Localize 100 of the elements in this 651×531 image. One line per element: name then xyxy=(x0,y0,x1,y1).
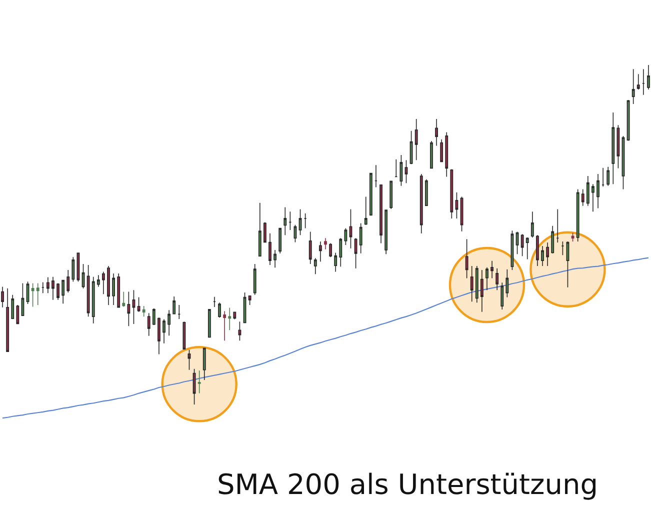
candlestick xyxy=(324,238,327,250)
candlestick xyxy=(147,312,150,336)
candlestick xyxy=(410,130,413,165)
candlestick xyxy=(137,296,140,312)
candlestick xyxy=(520,234,524,257)
candlestick xyxy=(334,252,338,272)
candlestick xyxy=(288,211,292,230)
candlestick xyxy=(52,276,54,300)
candlestick xyxy=(62,280,65,304)
candlestick xyxy=(394,158,398,178)
candlestick xyxy=(616,124,620,169)
candlestick xyxy=(192,368,196,405)
text: SMA 200 als Unterstützung xyxy=(217,468,598,501)
candlestick xyxy=(127,291,130,326)
candlestick xyxy=(318,241,322,262)
candlestick xyxy=(647,64,650,90)
candlestick xyxy=(86,264,90,317)
candlestick xyxy=(132,290,136,324)
candlestick xyxy=(490,260,494,279)
candlestick xyxy=(551,226,554,254)
candlestick xyxy=(41,282,44,294)
candlestick xyxy=(102,271,105,295)
candlestick xyxy=(390,180,393,210)
candlestick xyxy=(359,222,362,254)
candlestick xyxy=(626,100,630,142)
candlestick xyxy=(642,68,645,96)
candlestick xyxy=(581,188,584,206)
candlestick xyxy=(349,208,352,249)
candlestick xyxy=(380,184,382,244)
candlestick xyxy=(506,268,509,298)
candlestick xyxy=(486,266,488,290)
candlestick xyxy=(414,118,418,160)
candlestick xyxy=(424,179,428,206)
candlestick xyxy=(72,256,75,282)
candlestick xyxy=(278,228,282,254)
candlestick xyxy=(233,311,236,320)
candlestick xyxy=(304,212,307,229)
candlestick xyxy=(374,164,378,188)
candlestick xyxy=(107,266,110,306)
candlestick xyxy=(576,188,580,242)
candlestick xyxy=(66,270,70,293)
candlestick xyxy=(308,231,312,264)
candlestick xyxy=(536,234,539,266)
candlestick xyxy=(384,210,388,254)
candlestick xyxy=(602,167,605,187)
candlestick xyxy=(369,172,372,216)
candlestick xyxy=(632,68,635,104)
candlestick xyxy=(561,241,564,256)
candlestick xyxy=(546,242,550,266)
candlestick xyxy=(96,274,100,288)
candlestick xyxy=(1,286,4,308)
candlestick xyxy=(530,211,534,238)
candlestick xyxy=(404,160,408,184)
candlestick xyxy=(258,202,262,257)
candlestick xyxy=(430,140,433,169)
candlestick xyxy=(329,242,332,258)
candlestick xyxy=(526,237,529,260)
candlestick xyxy=(571,232,574,242)
candlestick xyxy=(208,308,211,338)
candlestick xyxy=(112,273,116,306)
candlestick xyxy=(470,266,474,302)
candlestick xyxy=(566,241,570,288)
candlestick xyxy=(440,138,444,162)
candlestick xyxy=(11,294,14,320)
candlestick xyxy=(228,307,232,331)
candlestick xyxy=(117,273,120,308)
candlestick xyxy=(168,310,171,336)
candlestick xyxy=(455,192,458,219)
candlestick xyxy=(178,304,181,320)
candlestick xyxy=(6,288,10,352)
candlestick xyxy=(198,370,201,394)
candlestick xyxy=(31,282,34,308)
candlestick xyxy=(182,321,186,350)
candlestick xyxy=(364,196,368,226)
candlestick xyxy=(475,266,478,304)
candlestick xyxy=(500,282,504,310)
candlestick xyxy=(188,349,191,370)
candlestick xyxy=(92,276,95,324)
candlestick xyxy=(596,174,600,209)
candlestick xyxy=(339,238,342,268)
candlestick xyxy=(152,308,156,326)
candlestick xyxy=(268,232,272,266)
candlestick xyxy=(445,132,448,178)
candlestick xyxy=(465,238,468,279)
candlestick xyxy=(556,208,560,243)
candlestick xyxy=(612,112,615,185)
candlestick xyxy=(636,74,640,90)
candlestick xyxy=(253,264,256,296)
candlestick xyxy=(36,282,40,306)
candlestick xyxy=(400,154,403,186)
candlestick xyxy=(158,317,160,355)
candlestick xyxy=(248,295,252,306)
candlestick xyxy=(592,184,594,212)
candlestick xyxy=(142,306,146,317)
candlestick xyxy=(298,208,302,236)
candlestick xyxy=(213,296,216,308)
candlestick xyxy=(314,258,317,275)
candlestick xyxy=(46,276,50,294)
candlestick xyxy=(586,176,590,206)
candlestick xyxy=(202,347,206,380)
